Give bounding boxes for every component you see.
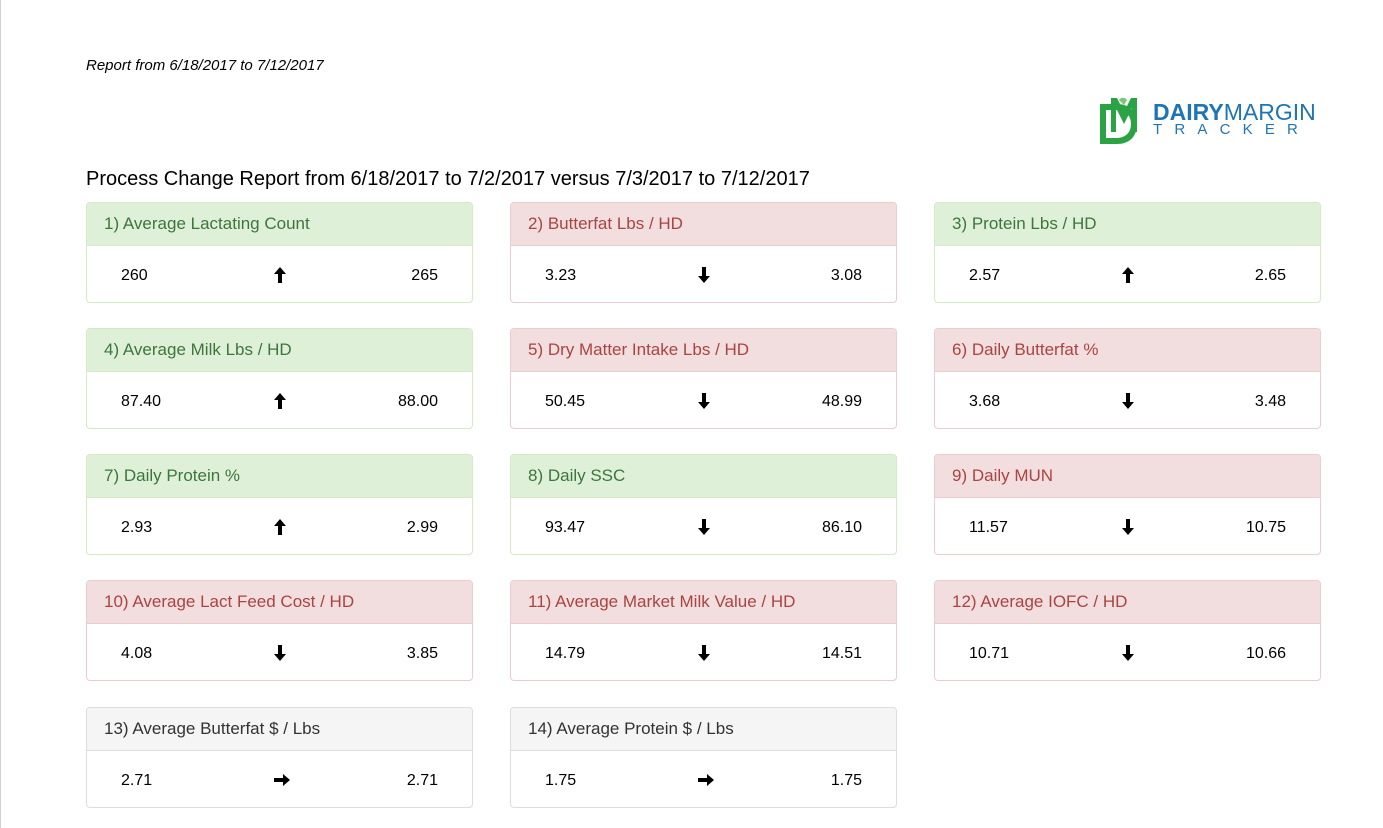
metric-panel: 4) Average Milk Lbs / HD 87.40 88.00	[86, 328, 473, 429]
metric-value-after: 3.08	[830, 267, 862, 284]
metric-body: 3.23 3.08	[511, 246, 896, 302]
metric-body: 2.71 2.71	[87, 751, 472, 807]
metric-value-before: 2.93	[121, 519, 153, 536]
metric-value-before: 11.57	[969, 519, 1008, 536]
metric-value-after: 88.00	[397, 393, 438, 410]
metric-title: 5) Dry Matter Intake Lbs / HD	[511, 329, 896, 372]
metric-title: 14) Average Protein $ / Lbs	[511, 708, 896, 751]
metric-value-before: 260	[121, 267, 148, 284]
arrow-down-icon	[1120, 643, 1136, 663]
metric-value-before: 3.23	[545, 267, 577, 284]
metric-panel: 6) Daily Butterfat % 3.68 3.48	[934, 328, 1321, 429]
metric-value-after: 48.99	[821, 393, 862, 410]
arrow-down-icon	[272, 643, 288, 663]
dm-logo-icon	[1100, 97, 1137, 144]
metric-body: 3.68 3.48	[935, 372, 1320, 428]
page-title: Process Change Report from 6/18/2017 to …	[86, 168, 810, 190]
arrow-down-icon	[1120, 517, 1136, 537]
metric-panel: 5) Dry Matter Intake Lbs / HD 50.45 48.99	[510, 328, 897, 429]
metric-body: 14.79 14.51	[511, 624, 896, 680]
metric-title: 1) Average Lactating Count	[87, 203, 472, 246]
metric-panel: 1) Average Lactating Count 260 265	[86, 202, 473, 303]
arrow-up-icon	[272, 517, 288, 537]
arrow-down-icon	[696, 265, 712, 285]
metric-title: 8) Daily SSC	[511, 455, 896, 498]
metric-value-before: 2.57	[969, 267, 1001, 284]
metric-panel: 8) Daily SSC 93.47 86.10	[510, 454, 897, 555]
metric-body: 2.93 2.99	[87, 498, 472, 554]
metric-value-before: 10.71	[969, 645, 1010, 662]
metric-panel: 13) Average Butterfat $ / Lbs 2.71 2.71	[86, 707, 473, 808]
metric-value-after: 265	[411, 267, 438, 284]
metric-value-after: 3.85	[406, 645, 438, 662]
arrow-down-icon	[1120, 391, 1136, 411]
metric-title: 11) Average Market Milk Value / HD	[511, 581, 896, 624]
metric-value-before: 87.40	[121, 393, 162, 410]
metric-body: 50.45 48.99	[511, 372, 896, 428]
metric-panel: 9) Daily MUN 11.57 10.75	[934, 454, 1321, 555]
arrow-down-icon	[696, 643, 712, 663]
metric-body: 93.47 86.10	[511, 498, 896, 554]
logo-wordmark-bottom: TRACKER	[1153, 121, 1311, 138]
metric-value-after: 10.66	[1245, 645, 1286, 662]
dairy-margin-tracker-logo: DAIRYMARGIN TRACKER	[1097, 96, 1329, 148]
metric-panel: 2) Butterfat Lbs / HD 3.23 3.08	[510, 202, 897, 303]
arrow-right-icon	[272, 770, 290, 790]
metric-title: 10) Average Lact Feed Cost / HD	[87, 581, 472, 624]
metric-value-after: 2.71	[406, 772, 438, 789]
metric-value-before: 14.79	[545, 645, 586, 662]
metric-value-after: 10.75	[1245, 519, 1286, 536]
arrow-right-icon	[696, 770, 714, 790]
arrow-down-icon	[696, 391, 712, 411]
logo-wordmark-top: DAIRYMARGIN	[1153, 99, 1316, 125]
metric-value-before: 2.71	[121, 772, 153, 789]
metric-value-before: 1.75	[545, 772, 577, 789]
metric-panel: 10) Average Lact Feed Cost / HD 4.08 3.85	[86, 580, 473, 681]
metric-body: 4.08 3.85	[87, 624, 472, 680]
metric-value-after: 86.10	[821, 519, 862, 536]
metric-value-after: 2.65	[1254, 267, 1286, 284]
metric-title: 6) Daily Butterfat %	[935, 329, 1320, 372]
metric-title: 12) Average IOFC / HD	[935, 581, 1320, 624]
metric-value-before: 50.45	[545, 393, 586, 410]
metric-value-before: 3.68	[969, 393, 1001, 410]
report-date-range: Report from 6/18/2017 to 7/12/2017	[86, 57, 324, 74]
metric-title: 4) Average Milk Lbs / HD	[87, 329, 472, 372]
metric-title: 7) Daily Protein %	[87, 455, 472, 498]
metric-value-before: 4.08	[121, 645, 153, 662]
arrow-up-icon	[1120, 265, 1136, 285]
metric-body: 87.40 88.00	[87, 372, 472, 428]
metric-body: 260 265	[87, 246, 472, 302]
metric-value-after: 3.48	[1254, 393, 1286, 410]
metric-body: 2.57 2.65	[935, 246, 1320, 302]
metric-panel: 7) Daily Protein % 2.93 2.99	[86, 454, 473, 555]
metric-panel: 12) Average IOFC / HD 10.71 10.66	[934, 580, 1321, 681]
metric-panel: 14) Average Protein $ / Lbs 1.75 1.75	[510, 707, 897, 808]
arrow-up-icon	[272, 391, 288, 411]
metric-value-after: 14.51	[821, 645, 862, 662]
arrow-up-icon	[272, 265, 288, 285]
metric-body: 1.75 1.75	[511, 751, 896, 807]
metric-panel: 11) Average Market Milk Value / HD 14.79 1…	[510, 580, 897, 681]
metric-title: 9) Daily MUN	[935, 455, 1320, 498]
metric-panel: 3) Protein Lbs / HD 2.57 2.65	[934, 202, 1321, 303]
arrow-down-icon	[696, 517, 712, 537]
metric-title: 2) Butterfat Lbs / HD	[511, 203, 896, 246]
metric-body: 10.71 10.66	[935, 624, 1320, 680]
metric-value-after: 2.99	[406, 519, 438, 536]
metric-body: 11.57 10.75	[935, 498, 1320, 554]
metric-value-before: 93.47	[545, 519, 586, 536]
metric-value-after: 1.75	[830, 772, 862, 789]
metric-title: 3) Protein Lbs / HD	[935, 203, 1320, 246]
metric-title: 13) Average Butterfat $ / Lbs	[87, 708, 472, 751]
